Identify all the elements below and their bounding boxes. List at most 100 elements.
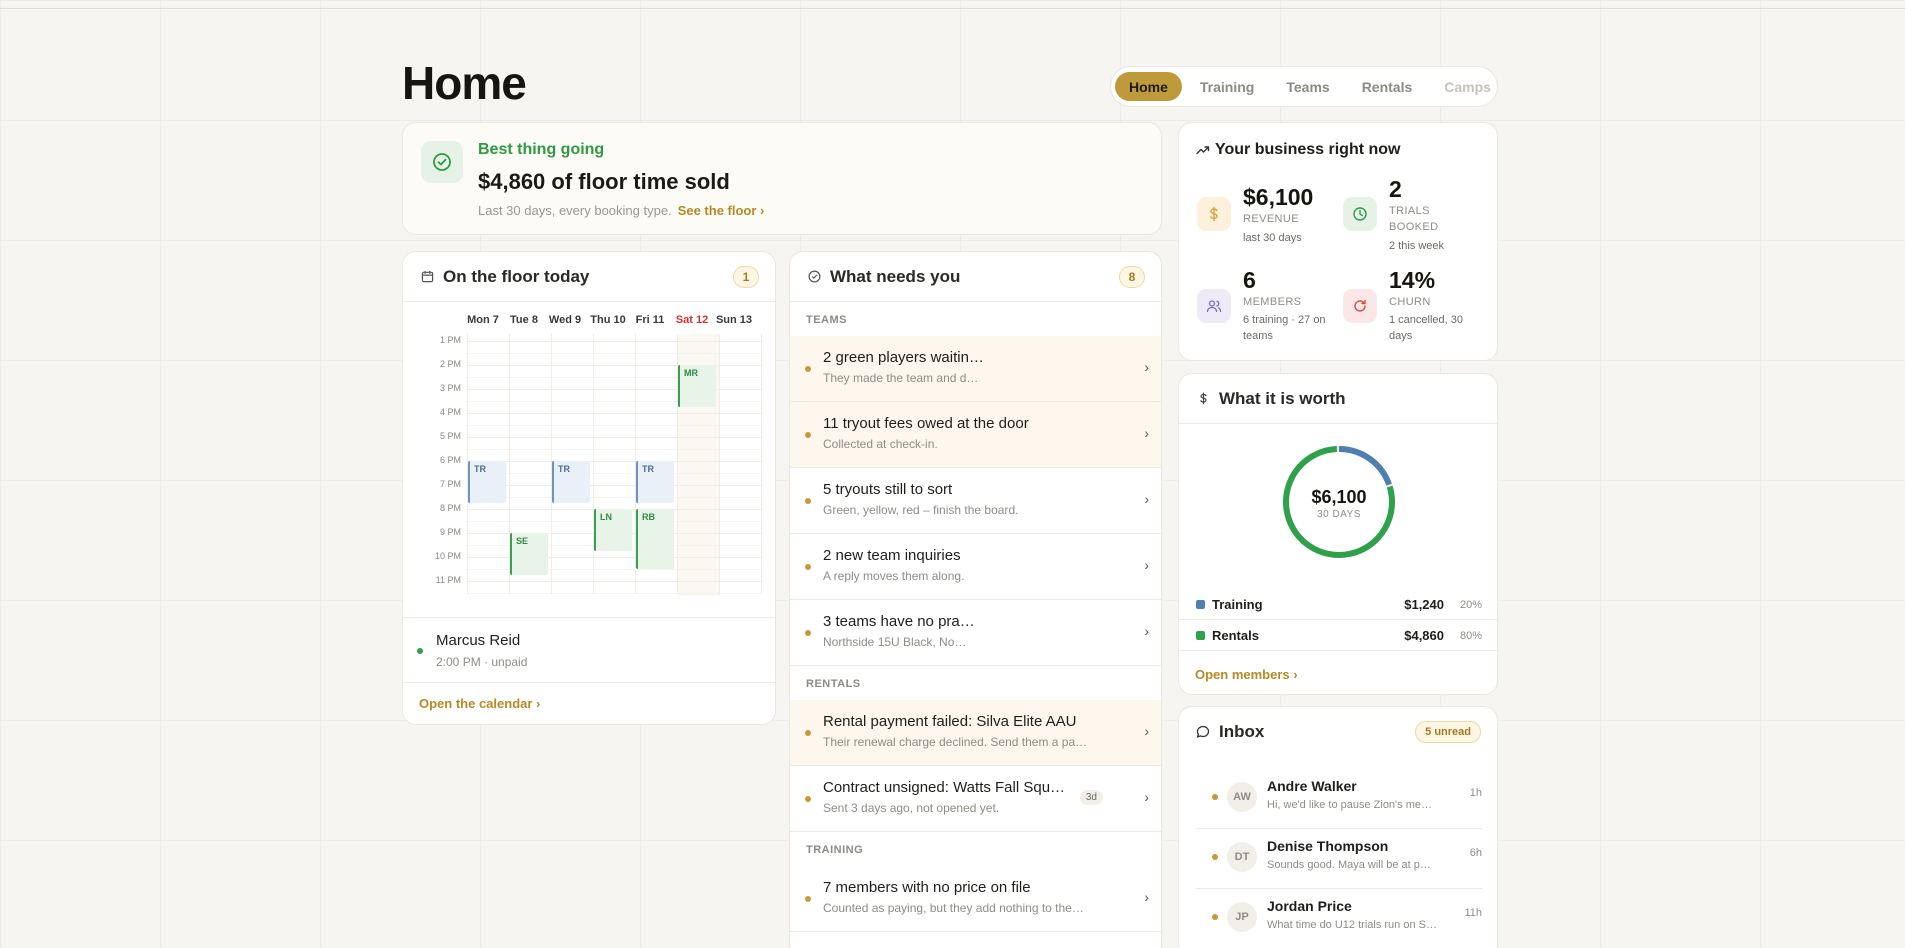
tab-training[interactable]: Training	[1199, 78, 1255, 95]
floor-today-header: On the floor today 1	[403, 252, 775, 302]
tab-teams[interactable]: Teams	[1286, 78, 1330, 95]
day-label: Mon 7	[467, 314, 499, 326]
inbox-message[interactable]: JP Jordan Price What time do U12 trials ru…	[1179, 889, 1497, 948]
legend-row: Training $1,240 20%	[1179, 590, 1497, 620]
day-gridline	[761, 334, 762, 594]
half-hour-gridline	[467, 449, 761, 450]
day-gridline	[593, 334, 594, 594]
trials-value: 2	[1389, 176, 1402, 202]
trials-sub: 2 this week	[1389, 240, 1445, 252]
day-gridline	[551, 334, 552, 594]
time-label: 1 PM	[439, 335, 461, 345]
day-label: Fri 11	[635, 314, 665, 326]
day-gridline	[509, 334, 510, 594]
hour-gridline	[467, 461, 761, 462]
revenue-sub: last 30 days	[1243, 232, 1302, 244]
needs-item[interactable]: 11 tryout fees owed at the door Collected…	[790, 402, 1161, 468]
time-label: 4 PM	[439, 407, 461, 417]
calendar-event[interactable]: LN	[594, 509, 632, 551]
donut-period: 30 DAYS	[1317, 509, 1361, 520]
hero-headline: $4,860 of floor time sold	[478, 169, 730, 194]
time-label: 8 PM	[439, 503, 461, 513]
donut-slice-training	[1338, 446, 1392, 486]
needs-you-count: 8	[1119, 265, 1145, 288]
tab-camps[interactable]: Camps	[1444, 78, 1491, 95]
needs-item-sub: Northside 15U Black, No…	[823, 635, 967, 649]
needs-item-title: 2 green players waitin…	[823, 349, 984, 366]
needs-you-card: What needs you 8 TEAMS 2 green players wa…	[789, 251, 1162, 948]
needs-item[interactable]: Contract unsigned: Watts Fall Squ… Sent 3…	[790, 766, 1161, 832]
half-hour-gridline	[467, 473, 761, 474]
check-circle-icon	[806, 269, 822, 285]
chevron-right-icon: ›	[1144, 623, 1149, 639]
calendar-event[interactable]: RB	[636, 509, 674, 569]
tab-home[interactable]: Home	[1115, 72, 1182, 101]
hour-gridline	[467, 389, 761, 390]
legend-row: Rentals $4,860 80%	[1179, 621, 1497, 651]
churn-sub: 1 cancelled, 30 days	[1389, 314, 1463, 342]
floor-today-title: On the floor today	[443, 266, 590, 286]
calendar-event[interactable]: MR	[678, 365, 716, 407]
status-dot	[805, 796, 811, 802]
day-label: Wed 9	[548, 314, 582, 326]
hero-sub-text: Last 30 days, every booking type.	[478, 203, 672, 218]
needs-item-sub: They made the team and d…	[823, 371, 979, 385]
needs-item[interactable]: 2 green players waitin… They made the tea…	[790, 336, 1161, 402]
revenue-label: REVENUE	[1243, 213, 1299, 225]
page-title: Home	[402, 57, 527, 109]
time-label: 5 PM	[439, 431, 461, 441]
needs-item-sub: Sent 3 days ago, not opened yet.	[823, 801, 1000, 815]
calendar-event[interactable]: TR	[636, 461, 674, 503]
see-floor-link[interactable]: See the floor ›	[677, 203, 765, 218]
needs-item-title: Contract unsigned: Watts Fall Squ…	[823, 779, 1066, 796]
needs-item[interactable]: 7 members with no price on file Counted a…	[790, 866, 1161, 932]
needs-item-title: 5 tryouts still to sort	[823, 481, 953, 498]
half-hour-gridline	[467, 401, 761, 402]
message-sender: Jordan Price	[1267, 898, 1352, 914]
booking-meta: 2:00 PM · unpaid	[436, 655, 528, 669]
refresh-icon	[1343, 289, 1377, 323]
open-members-link[interactable]: Open members ›	[1195, 667, 1298, 682]
open-members-wrap: Open members ›	[1195, 666, 1298, 684]
floor-booking-item[interactable]: Marcus Reid 2:00 PM · unpaid	[403, 617, 775, 683]
legend-percent: 20%	[1459, 598, 1482, 611]
calendar-event[interactable]: TR	[552, 461, 590, 503]
top-divider	[0, 8, 1905, 9]
legend-value: $1,240	[1404, 597, 1444, 612]
tab-rentals[interactable]: Rentals	[1361, 78, 1413, 95]
needs-item[interactable]: 2 new team inquiries A reply moves them a…	[790, 534, 1161, 600]
inbox-message[interactable]: AW Andre Walker Hi, we'd like to pause Zio…	[1179, 769, 1497, 829]
worth-header: What it is worth	[1179, 374, 1497, 424]
dollar-icon	[1197, 197, 1231, 231]
clock-icon	[1343, 197, 1377, 231]
half-hour-gridline	[467, 353, 761, 354]
churn-value: 14%	[1389, 267, 1436, 293]
status-dot	[805, 630, 811, 636]
unread-dot	[1212, 794, 1218, 800]
needs-item-sub: Counted as paying, but they add nothing …	[823, 901, 1084, 915]
legend-name: Rentals	[1212, 628, 1259, 643]
needs-item[interactable]: Rental payment failed: Silva Elite AAU Th…	[790, 700, 1161, 766]
floor-today-card: On the floor today 1 Mon 7 Tue 8 Wed 9 Thu …	[402, 251, 776, 725]
needs-item[interactable]: 3 teams have no pra… Northside 15U Black,…	[790, 600, 1161, 666]
day-label: Thu 10	[590, 314, 626, 326]
calendar-event[interactable]: SE	[510, 533, 548, 575]
hero-subtext: Last 30 days, every booking type. See the…	[478, 203, 764, 218]
half-hour-gridline	[467, 377, 761, 378]
check-circle-icon	[421, 141, 463, 183]
hour-gridline	[467, 413, 761, 414]
open-calendar-link[interactable]: Open the calendar ›	[419, 696, 541, 711]
needs-item[interactable]: 5 tryouts still to sort Green, yellow, re…	[790, 468, 1161, 534]
inbox-message[interactable]: DT Denise Thompson Sounds good. Maya will …	[1179, 829, 1497, 889]
needs-item-title: 7 members with no price on file	[823, 879, 1031, 896]
week-calendar[interactable]: Mon 7 Tue 8 Wed 9 Thu 10 Fri 11 Sat 12 Sun 13 1…	[403, 314, 775, 604]
chevron-right-icon: ›	[1144, 491, 1149, 507]
chevron-right-icon: ›	[1144, 889, 1149, 905]
calendar-event[interactable]: TR	[468, 461, 506, 503]
members-value: 6	[1243, 267, 1256, 293]
hour-gridline	[467, 365, 761, 366]
message-time: 6h	[1469, 847, 1482, 859]
donut-slice-rentals	[1283, 446, 1395, 558]
open-calendar-wrap: Open the calendar ›	[419, 695, 540, 713]
status-dot	[417, 648, 423, 654]
